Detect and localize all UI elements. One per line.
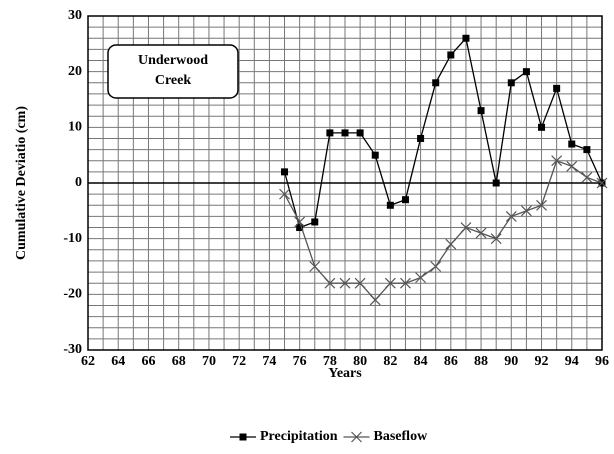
legend-label: Baseflow <box>374 429 429 444</box>
x-tick-label: 62 <box>81 354 95 369</box>
marker <box>281 168 289 176</box>
marker <box>324 277 336 289</box>
y-tick-label: 10 <box>68 120 82 135</box>
y-tick-label: -20 <box>63 287 82 302</box>
x-tick-label: 96 <box>595 354 609 369</box>
x-tick-label: 90 <box>504 354 518 369</box>
marker <box>386 201 394 209</box>
marker <box>417 134 425 142</box>
y-axis-label: Cumulative Deviatio (cm) <box>14 106 29 260</box>
marker <box>296 224 304 232</box>
annotation-text: Underwood <box>138 53 208 68</box>
marker <box>520 205 532 217</box>
legend-marker <box>351 431 362 443</box>
marker <box>279 188 290 200</box>
marker <box>505 210 517 222</box>
legend-item: Precipitation <box>230 429 338 444</box>
x-tick-label: 76 <box>293 354 307 369</box>
marker <box>369 294 381 306</box>
legend-marker <box>239 433 247 441</box>
y-tick-label: -10 <box>63 231 82 246</box>
marker <box>447 51 455 59</box>
marker <box>475 227 487 239</box>
y-tick-label: 20 <box>68 64 82 79</box>
marker <box>490 233 502 245</box>
marker <box>294 216 306 228</box>
marker <box>551 155 563 167</box>
marker <box>492 179 500 187</box>
annotation-box <box>107 44 239 99</box>
marker <box>462 34 470 42</box>
marker <box>432 79 440 87</box>
marker <box>356 129 364 137</box>
marker <box>566 160 578 172</box>
marker <box>568 140 576 148</box>
legend-label: Precipitation <box>260 429 338 444</box>
y-tick-label: 0 <box>75 175 82 190</box>
marker <box>477 107 485 115</box>
x-axis-label: Years <box>328 366 362 381</box>
marker <box>536 199 547 211</box>
x-tick-label: 80 <box>353 354 367 369</box>
marker <box>311 218 319 226</box>
marker <box>583 146 591 154</box>
x-tick-label: 92 <box>535 354 549 369</box>
x-tick-label: 72 <box>232 354 246 369</box>
marker <box>445 238 457 250</box>
marker <box>430 261 442 272</box>
marker <box>596 177 608 189</box>
marker <box>553 84 561 92</box>
marker <box>415 272 427 284</box>
marker <box>339 277 351 289</box>
marker <box>581 172 593 183</box>
x-tick-label: 84 <box>414 354 428 369</box>
x-tick-label: 74 <box>262 354 276 369</box>
x-tick-label: 94 <box>565 354 579 369</box>
x-tick-label: 86 <box>444 354 458 369</box>
marker <box>507 79 515 87</box>
marker <box>371 151 379 159</box>
annotation-text: Creek <box>155 73 191 88</box>
y-tick-label: 30 <box>68 8 82 23</box>
marker <box>522 68 530 76</box>
annotation: Underwood Creek <box>107 44 239 99</box>
marker <box>341 129 349 137</box>
x-tick-label: 70 <box>202 354 216 369</box>
x-tick-label: 88 <box>474 354 488 369</box>
x-tick-label: 66 <box>141 354 155 369</box>
marker <box>538 123 546 131</box>
marker <box>354 277 366 289</box>
series-line <box>283 159 603 301</box>
y-tick-label: -30 <box>63 342 82 357</box>
marker <box>400 277 411 289</box>
legend-item: Baseflow <box>343 429 429 444</box>
series-line <box>283 36 603 229</box>
marker <box>460 222 472 233</box>
marker <box>309 261 321 272</box>
marker <box>401 196 409 204</box>
x-tick-label: 68 <box>172 354 186 369</box>
marker <box>384 277 396 289</box>
x-tick-label: 78 <box>323 354 337 369</box>
x-tick-label: 64 <box>111 354 125 369</box>
marker <box>326 129 334 137</box>
x-tick-label: 82 <box>383 354 397 369</box>
